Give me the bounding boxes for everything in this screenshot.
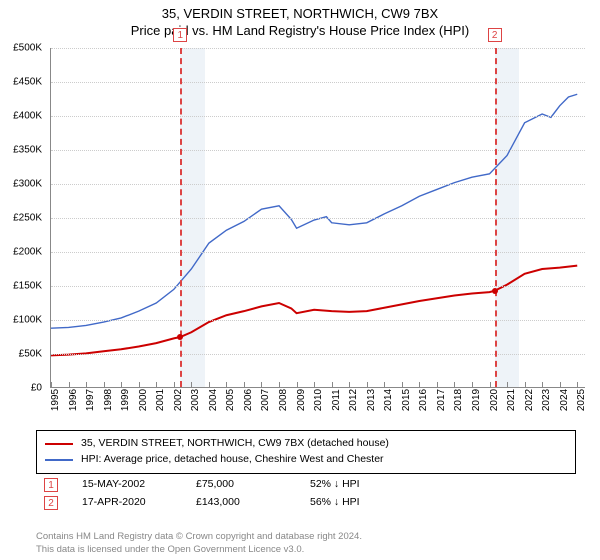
x-tick-label: 2016 <box>418 389 429 411</box>
x-tick-label: 2024 <box>559 389 570 411</box>
x-tick-label: 2012 <box>348 389 359 411</box>
marker-label: 1 <box>173 28 187 42</box>
x-tick-label: 2004 <box>208 389 219 411</box>
sale-price: £143,000 <box>196 494 286 512</box>
x-tick-label: 2025 <box>576 389 587 411</box>
title-line2: Price paid vs. HM Land Registry's House … <box>0 23 600 40</box>
footer-line1: Contains HM Land Registry data © Crown c… <box>36 531 362 543</box>
x-tick-label: 2015 <box>401 389 412 411</box>
gridline <box>51 48 585 49</box>
legend-row: HPI: Average price, detached house, Ches… <box>45 452 567 468</box>
x-axis-labels: 1995 1996 1997 1998 1999 2000 2001 2002 2003 2004… <box>50 390 585 420</box>
series-price_paid <box>51 266 577 356</box>
y-tick-label: £0 <box>31 383 42 394</box>
sale-price: £75,000 <box>196 476 286 494</box>
sale-date: 15-MAY-2002 <box>82 476 172 494</box>
legend-swatch <box>45 443 73 445</box>
y-tick-label: £250K <box>13 213 42 224</box>
x-tick-label: 1998 <box>103 389 114 411</box>
gridline <box>51 116 585 117</box>
y-axis-labels: £0£50K£100K£150K£200K£250K£300K£350K£400… <box>0 48 46 388</box>
series-hpi <box>51 94 577 328</box>
x-tick-label: 2005 <box>225 389 236 411</box>
sale-row: 1 15-MAY-2002 £75,000 52% ↓ HPI <box>44 476 568 494</box>
chart-area: 12 <box>50 48 585 408</box>
chart-container: 35, VERDIN STREET, NORTHWICH, CW9 7BX Pr… <box>0 0 600 560</box>
x-tick-label: 2001 <box>155 389 166 411</box>
x-tick-label: 2020 <box>489 389 500 411</box>
x-tick-label: 2022 <box>524 389 535 411</box>
x-tick-label: 1999 <box>120 389 131 411</box>
legend-box: 35, VERDIN STREET, NORTHWICH, CW9 7BX (d… <box>36 430 576 474</box>
x-tick-label: 2019 <box>471 389 482 411</box>
sales-box: 1 15-MAY-2002 £75,000 52% ↓ HPI 2 17-APR-2020… <box>36 472 576 516</box>
legend-row: 35, VERDIN STREET, NORTHWICH, CW9 7BX (d… <box>45 436 567 452</box>
y-tick-label: £350K <box>13 145 42 156</box>
y-tick-label: £200K <box>13 247 42 258</box>
sale-date: 17-APR-2020 <box>82 494 172 512</box>
title-line1: 35, VERDIN STREET, NORTHWICH, CW9 7BX <box>0 6 600 23</box>
x-tick-label: 2023 <box>541 389 552 411</box>
marker-label: 2 <box>488 28 502 42</box>
sale-point <box>177 334 183 340</box>
sale-pct: 56% ↓ HPI <box>310 494 400 512</box>
sale-marker: 2 <box>44 496 58 510</box>
y-tick-label: £500K <box>13 43 42 54</box>
gridline <box>51 286 585 287</box>
legend-swatch <box>45 459 73 461</box>
x-tick-label: 2013 <box>366 389 377 411</box>
y-tick-label: £150K <box>13 281 42 292</box>
x-tick-label: 2002 <box>173 389 184 411</box>
sale-marker: 1 <box>44 478 58 492</box>
x-tick-label: 2009 <box>296 389 307 411</box>
x-tick-label: 2003 <box>190 389 201 411</box>
plot-area: 12 <box>50 48 585 388</box>
chart-title: 35, VERDIN STREET, NORTHWICH, CW9 7BX Pr… <box>0 0 600 40</box>
gridline <box>51 252 585 253</box>
footer-text: Contains HM Land Registry data © Crown c… <box>36 531 362 556</box>
x-tick-label: 2008 <box>278 389 289 411</box>
y-tick-label: £450K <box>13 77 42 88</box>
gridline <box>51 184 585 185</box>
gridline <box>51 320 585 321</box>
x-tick-label: 2018 <box>453 389 464 411</box>
y-tick-label: £50K <box>19 349 42 360</box>
x-tick-label: 2010 <box>313 389 324 411</box>
x-tick-label: 2007 <box>260 389 271 411</box>
gridline <box>51 82 585 83</box>
x-tick-label: 1995 <box>50 389 61 411</box>
legend-label: 35, VERDIN STREET, NORTHWICH, CW9 7BX (d… <box>81 436 389 452</box>
x-tick-label: 2011 <box>331 389 342 411</box>
x-tick-label: 1997 <box>85 389 96 411</box>
x-tick-label: 2021 <box>506 389 517 411</box>
marker-line <box>495 48 497 387</box>
gridline <box>51 218 585 219</box>
legend-label: HPI: Average price, detached house, Ches… <box>81 452 384 468</box>
sale-row: 2 17-APR-2020 £143,000 56% ↓ HPI <box>44 494 568 512</box>
x-tick-label: 2014 <box>383 389 394 411</box>
gridline <box>51 354 585 355</box>
x-tick-label: 2017 <box>436 389 447 411</box>
y-tick-label: £100K <box>13 315 42 326</box>
sale-pct: 52% ↓ HPI <box>310 476 400 494</box>
x-tick-label: 1996 <box>68 389 79 411</box>
gridline <box>51 150 585 151</box>
sale-point <box>492 288 498 294</box>
footer-line2: This data is licensed under the Open Gov… <box>36 544 362 556</box>
y-tick-label: £300K <box>13 179 42 190</box>
x-tick-label: 2006 <box>243 389 254 411</box>
y-tick-label: £400K <box>13 111 42 122</box>
x-tick-label: 2000 <box>138 389 149 411</box>
